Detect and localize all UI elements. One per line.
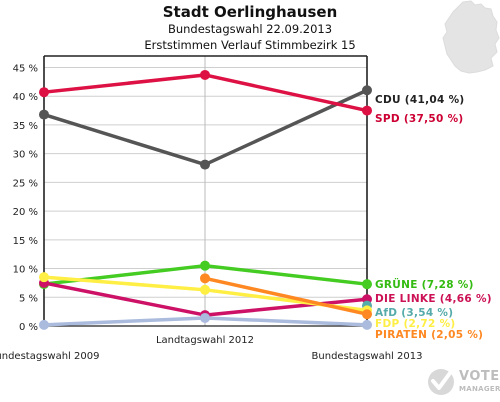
y-tick-label: 25 % — [13, 178, 38, 189]
logo-text-vote: VOTE — [459, 369, 500, 384]
series-layer — [39, 69, 372, 330]
y-tick-label: 20 % — [13, 207, 38, 218]
series-line — [203, 276, 369, 316]
data-point — [200, 312, 210, 323]
x-tick-label: Landtagswahl 2012 — [156, 335, 254, 346]
data-point — [200, 273, 210, 284]
data-point — [200, 260, 210, 271]
series-label: CDU (41,04 %) — [375, 94, 465, 106]
series-label: DIE LINKE (4,66 %) — [375, 293, 492, 305]
data-point — [362, 105, 372, 116]
data-point — [39, 109, 49, 120]
series-label: GRÜNE (7,28 %) — [375, 277, 474, 291]
y-tick-label: 0 % — [19, 322, 38, 333]
y-tick-label: 40 % — [13, 92, 38, 103]
chart-subtitle: Bundestagswahl 22.09.2013 — [167, 22, 333, 36]
series-label: PIRATEN (2,05 %) — [375, 329, 483, 341]
data-point — [39, 319, 49, 330]
y-tick-label: 15 % — [13, 236, 38, 247]
germany-map-icon — [442, 0, 500, 74]
x-tick-label: Bundestagswahl 2013 — [312, 351, 423, 362]
axis-layer: 0 % 5 % 10 % 15 % 20 % 25 % 30 % 35 % 40 % 45 % Bu… — [0, 55, 423, 362]
y-tick-label: 5 % — [19, 293, 38, 304]
label-layer: CDU (41,04 %) SPD (37,50 %) GRÜNE (7,28 %)… — [375, 94, 492, 341]
votemanager-logo — [426, 364, 500, 400]
series-label: AfD (3,54 %) — [375, 307, 453, 319]
chart-header: Stadt Oerlinghausen Bundestagswahl 22.09… — [0, 3, 500, 53]
data-point — [200, 159, 210, 170]
y-tick-label: 45 % — [13, 63, 38, 74]
series-label: SPD (37,50 %) — [375, 113, 464, 125]
data-point — [39, 87, 49, 98]
data-point — [39, 272, 49, 283]
chart-subtitle-2: Erststimmen Verlauf Stimmbezirk 15 — [144, 38, 356, 52]
chart-title: Stadt Oerlinghausen — [162, 3, 338, 21]
y-tick-label: 30 % — [13, 150, 38, 161]
data-point — [200, 284, 210, 295]
data-point — [362, 279, 372, 290]
data-point — [362, 85, 372, 96]
vote-check-icon — [428, 369, 454, 395]
x-tick-label: Bundestagswahl 2009 — [0, 351, 99, 362]
data-point — [200, 69, 210, 80]
data-point — [362, 309, 372, 320]
data-point — [362, 319, 372, 330]
logo-text-manager: MANAGER — [459, 385, 500, 393]
y-tick-label: 10 % — [13, 265, 38, 276]
y-tick-label: 35 % — [13, 121, 38, 132]
series-label: FDP (2,72 %) — [375, 318, 456, 330]
